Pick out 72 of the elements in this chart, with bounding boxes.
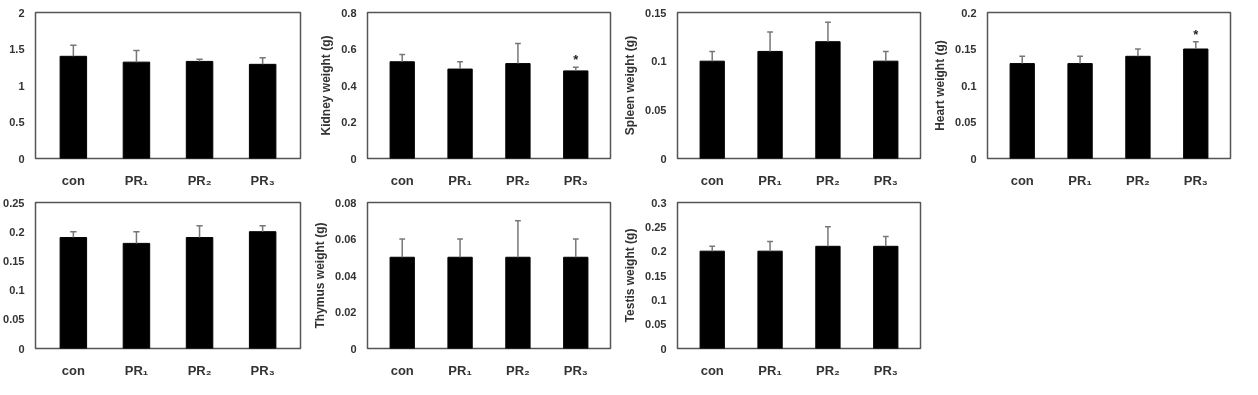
y-axis-title: Heart weight (g) xyxy=(933,40,948,131)
x-tick-label: PR₂ xyxy=(187,362,212,378)
x-tick-label: PR₂ xyxy=(506,172,531,188)
y-tick-label: 0 xyxy=(18,152,25,165)
y-tick-label: 2 xyxy=(18,6,25,19)
y-tick-label: 1 xyxy=(18,79,25,92)
x-tick-label: PR₁ xyxy=(1068,172,1092,188)
annotation: * xyxy=(1193,26,1200,42)
y-axis-title: Kidney weight (g) xyxy=(319,35,334,136)
y-tick-label: 0.1 xyxy=(9,284,25,297)
x-tick-label: PR₂ xyxy=(1126,172,1151,188)
y-tick-label: 0.08 xyxy=(335,196,357,209)
x-tick-label: con xyxy=(390,362,414,378)
y-tick-label: 0.15 xyxy=(645,6,667,19)
y-axis-title: Testis weight (g) xyxy=(623,228,638,323)
x-tick-label: PR₁ xyxy=(758,362,782,378)
y-tick-label: 0.1 xyxy=(961,79,977,92)
y-tick-label: 0.1 xyxy=(651,293,667,306)
y-tick-label: 0.2 xyxy=(341,116,357,128)
y-tick-label: 0.25 xyxy=(645,220,667,233)
x-tick-label: PR₁ xyxy=(448,362,472,378)
y-tick-label: 0.2 xyxy=(9,225,25,238)
x-tick-label: PR₃ xyxy=(250,362,275,378)
y-tick-label: 0 xyxy=(970,152,977,165)
x-tick-label: PR₃ xyxy=(563,172,588,188)
y-tick-label: 0.25 xyxy=(3,196,25,209)
x-tick-label: PR₃ xyxy=(873,172,898,188)
y-tick-label: 0 xyxy=(660,342,667,355)
y-tick-label: 0.5 xyxy=(9,116,25,128)
y-axis-title: Spleen weight (g) xyxy=(623,35,638,136)
x-tick-label: PR₂ xyxy=(187,172,212,188)
y-tick-label: 0.15 xyxy=(955,43,977,55)
annotation: * xyxy=(573,52,580,68)
x-tick-label: PR₃ xyxy=(873,362,898,378)
y-tick-label: 0.2 xyxy=(651,245,667,258)
x-tick-label: PR₂ xyxy=(816,362,841,378)
x-tick-label: con xyxy=(61,172,85,188)
x-tick-label: con xyxy=(700,172,724,188)
x-tick-label: PR₁ xyxy=(758,172,782,188)
y-tick-label: 0.8 xyxy=(341,6,357,19)
y-tick-label: 0.15 xyxy=(645,269,667,282)
x-tick-label: PR₂ xyxy=(506,362,531,378)
x-tick-label: PR₁ xyxy=(124,172,149,188)
x-tick-label: PR₂ xyxy=(816,172,841,188)
y-tick-label: 0 xyxy=(18,342,25,355)
y-tick-label: 0.6 xyxy=(341,43,357,55)
x-tick-label: con xyxy=(61,362,85,378)
y-tick-label: 0.04 xyxy=(335,269,358,282)
y-tick-label: 0.05 xyxy=(645,318,667,331)
x-tick-label: con xyxy=(390,172,414,188)
x-tick-label: con xyxy=(700,362,724,378)
x-tick-label: con xyxy=(1010,172,1034,188)
y-tick-label: 0.1 xyxy=(651,55,667,68)
x-tick-label: PR₃ xyxy=(250,172,275,188)
y-axis-title: Thymus weight (g) xyxy=(313,222,328,329)
y-tick-label: 0.02 xyxy=(335,306,357,318)
x-tick-label: PR₁ xyxy=(448,172,472,188)
y-tick-label: 0.05 xyxy=(645,103,667,116)
y-tick-label: 0 xyxy=(660,152,667,165)
x-tick-label: PR₃ xyxy=(563,362,588,378)
y-tick-label: 0.06 xyxy=(335,233,357,245)
y-tick-label: 0.05 xyxy=(955,116,977,128)
y-tick-label: 0.15 xyxy=(3,254,25,267)
x-tick-label: PR₁ xyxy=(124,362,149,378)
x-tick-label: PR₃ xyxy=(1183,172,1208,188)
y-tick-label: 1.5 xyxy=(9,43,25,55)
y-tick-label: 0.4 xyxy=(341,79,358,92)
y-tick-label: 0.05 xyxy=(3,313,25,326)
y-tick-label: 0.2 xyxy=(961,6,977,19)
y-tick-label: 0 xyxy=(350,342,357,355)
y-tick-label: 0.3 xyxy=(651,196,667,209)
y-tick-label: 0 xyxy=(350,152,357,165)
